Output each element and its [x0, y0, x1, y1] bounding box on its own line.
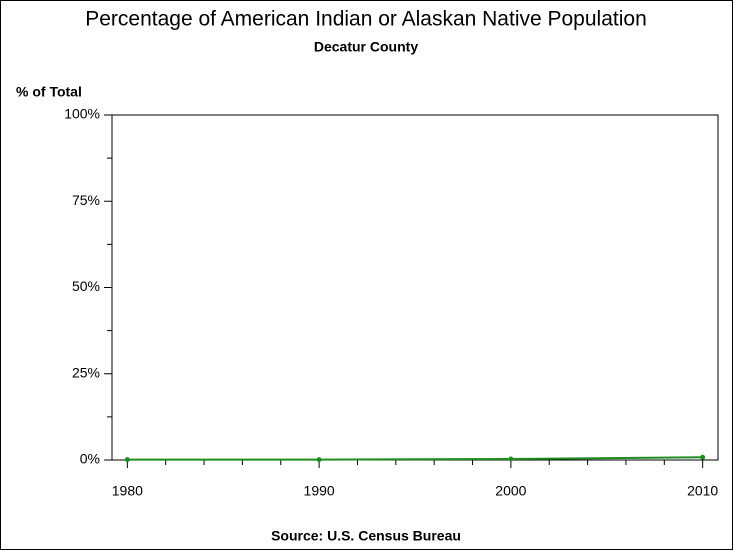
y-tick-label: 75%: [72, 192, 100, 208]
data-point: [508, 456, 514, 462]
y-tick-label: 100%: [64, 106, 100, 122]
y-axis-label: % of Total: [16, 84, 82, 100]
y-tick-label: 0%: [80, 451, 100, 467]
data-point: [124, 457, 130, 463]
data-point: [316, 457, 322, 463]
x-tick-label: 2010: [687, 483, 718, 499]
y-tick-label: 25%: [72, 364, 100, 380]
chart-subtitle: Decatur County: [314, 39, 418, 55]
y-tick-label: 50%: [72, 278, 100, 294]
x-tick-label: 2000: [495, 483, 526, 499]
chart-title: Percentage of American Indian or Alaskan…: [85, 8, 647, 31]
source-note: Source: U.S. Census Bureau: [271, 528, 461, 544]
data-point: [700, 454, 706, 460]
x-tick-label: 1980: [112, 483, 143, 499]
x-tick-label: 1990: [304, 483, 335, 499]
series-line: [127, 456, 703, 461]
